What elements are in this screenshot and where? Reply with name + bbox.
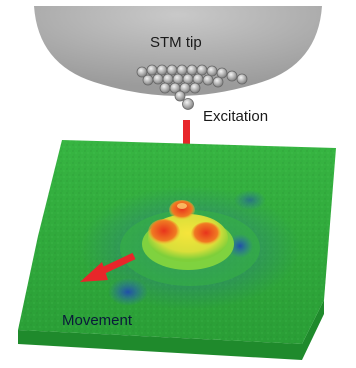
molecule [142, 200, 234, 270]
molecule-lobe-left [148, 219, 180, 245]
stm-tip-label: STM tip [150, 34, 202, 51]
apex-atom [182, 98, 194, 110]
movement-label: Movement [62, 312, 133, 329]
molecule-lobe-top [169, 200, 195, 220]
movement-arrow [80, 252, 136, 282]
tip-atoms [136, 64, 248, 110]
molecule-lobe-right [191, 222, 221, 246]
blue-spot-right [227, 234, 253, 258]
stm-tip [34, 6, 322, 110]
tip-body [34, 6, 322, 96]
excitation-label: Excitation [203, 108, 269, 125]
blue-spot-left [108, 278, 148, 306]
